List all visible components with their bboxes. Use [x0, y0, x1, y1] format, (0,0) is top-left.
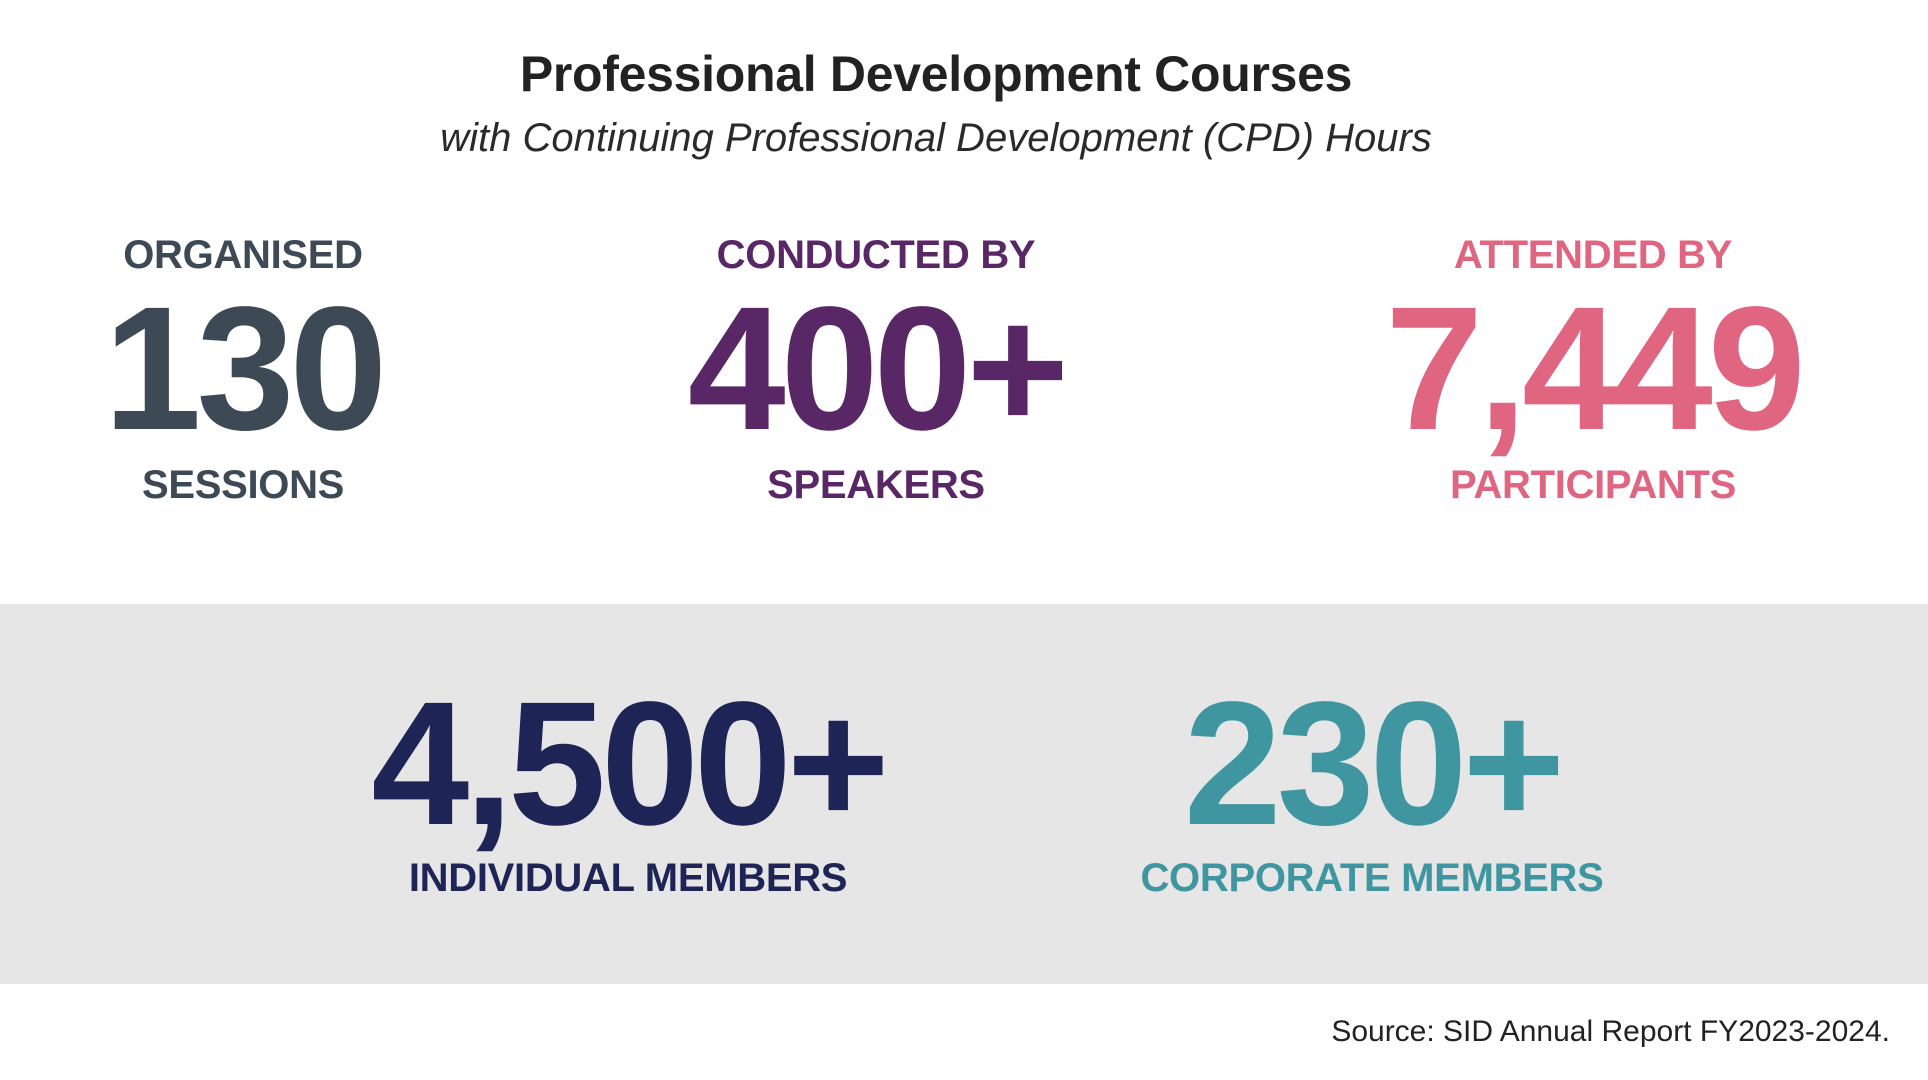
stat-label-bottom: SESSIONS — [141, 463, 345, 507]
stat-label-bottom: PARTICIPANTS — [1449, 463, 1737, 507]
stat-value: 400+ — [687, 271, 1069, 467]
source-note: Source: SID Annual Report FY2023-2024. — [1331, 1015, 1890, 1048]
member-value: 230+ — [1183, 666, 1565, 862]
stat-corporate-members: 230+ CORPORATE MEMBERS — [1022, 666, 1722, 903]
stat-individual-members: 4,500+ INDIVIDUAL MEMBERS — [278, 666, 978, 903]
stat-label-top: ORGANISED — [123, 233, 363, 277]
stat-label-bottom: SPEAKERS — [767, 463, 985, 507]
page-title: Professional Development Courses — [519, 46, 1353, 102]
stat-label-top: ATTENDED BY — [1453, 233, 1733, 277]
page-subtitle: with Continuing Professional Development… — [440, 116, 1432, 160]
stat-value: 130 — [103, 271, 388, 467]
membership-band: 4,500+ INDIVIDUAL MEMBERS 230+ CORPORATE… — [0, 604, 1928, 984]
stat-label-top: CONDUCTED BY — [716, 233, 1036, 277]
stat-conducted-by: CONDUCTED BY 400+ SPEAKERS — [596, 230, 1156, 510]
stat-attended-by: ATTENDED BY 7,449 PARTICIPANTS — [1313, 230, 1873, 510]
stat-organised: ORGANISED 130 SESSIONS — [0, 230, 523, 510]
member-label: CORPORATE MEMBERS — [1140, 856, 1604, 900]
member-value: 4,500+ — [371, 666, 889, 862]
header: Professional Development Courses with Co… — [0, 40, 1872, 166]
member-label: INDIVIDUAL MEMBERS — [408, 856, 848, 900]
stat-value: 7,449 — [1385, 271, 1805, 467]
